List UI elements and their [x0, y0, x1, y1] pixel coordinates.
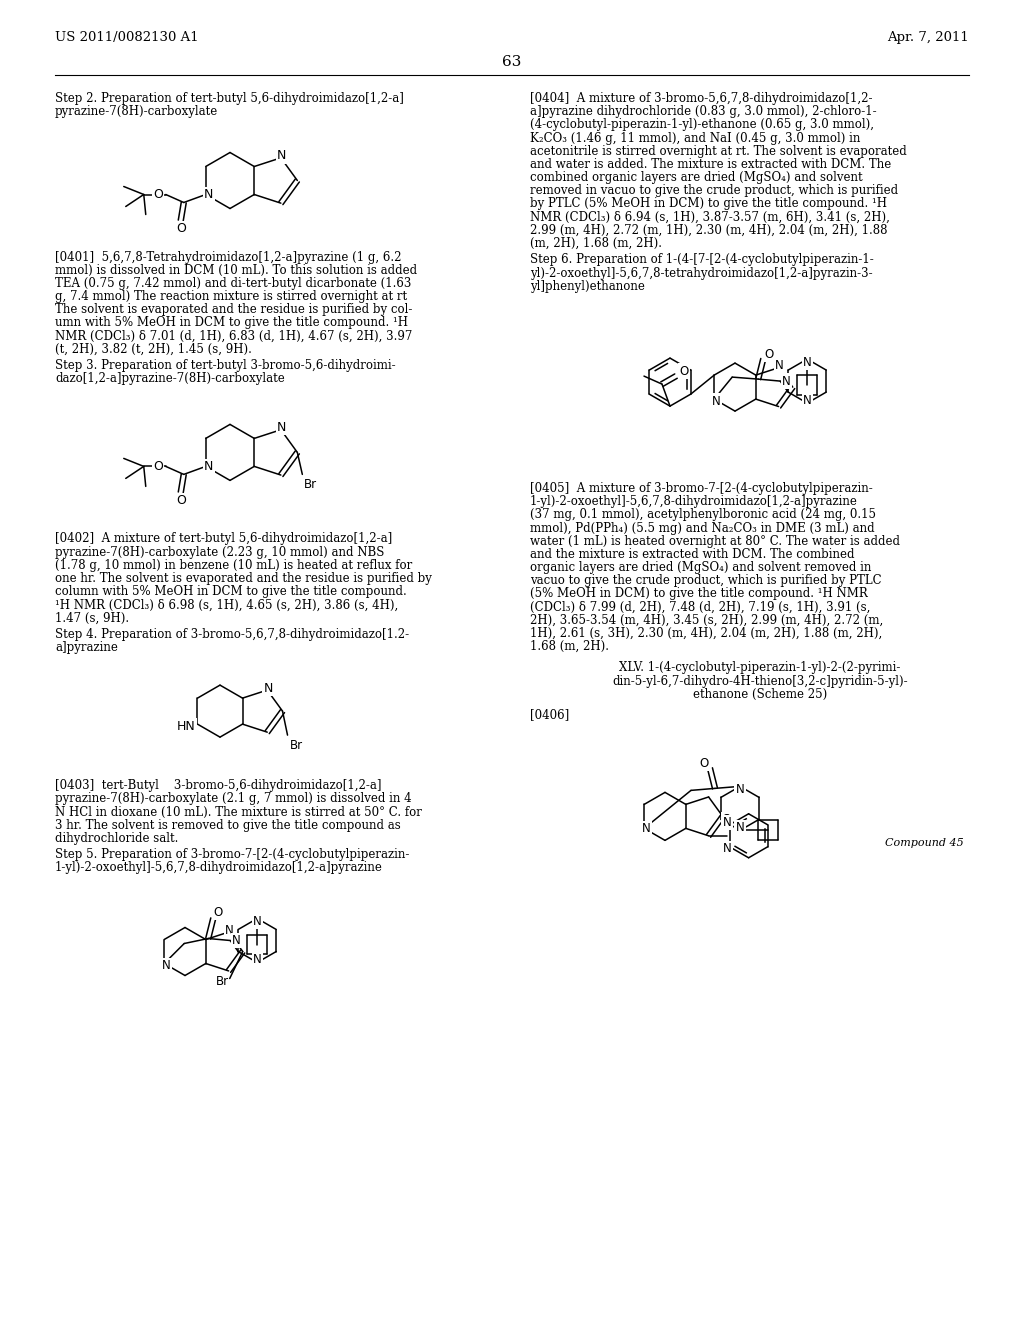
Text: yl)-2-oxoethyl]-5,6,7,8-tetrahydroimidazo[1,2-a]pyrazin-3-: yl)-2-oxoethyl]-5,6,7,8-tetrahydroimidaz… [530, 267, 872, 280]
Text: N: N [735, 821, 744, 834]
Text: 1-yl)-2-oxoethyl]-5,6,7,8-dihydroimidazo[1,2-a]pyrazine: 1-yl)-2-oxoethyl]-5,6,7,8-dihydroimidazo… [530, 495, 858, 508]
Text: and water is added. The mixture is extracted with DCM. The: and water is added. The mixture is extra… [530, 158, 891, 170]
Text: removed in vacuo to give the crude product, which is purified: removed in vacuo to give the crude produ… [530, 185, 898, 197]
Text: yl]phenyl)ethanone: yl]phenyl)ethanone [530, 280, 645, 293]
Text: Step 3. Preparation of tert-butyl 3-bromo-5,6-dihydroimi-: Step 3. Preparation of tert-butyl 3-brom… [55, 359, 395, 372]
Text: O: O [176, 222, 185, 235]
Text: N: N [263, 681, 273, 694]
Text: 1.47 (s, 9H).: 1.47 (s, 9H). [55, 611, 129, 624]
Text: ethanone (Scheme 25): ethanone (Scheme 25) [693, 688, 827, 701]
Text: column with 5% MeOH in DCM to give the title compound.: column with 5% MeOH in DCM to give the t… [55, 585, 407, 598]
Text: Br: Br [216, 975, 228, 987]
Text: K₂CO₃ (1.46 g, 11 mmol), and NaI (0.45 g, 3.0 mmol) in: K₂CO₃ (1.46 g, 11 mmol), and NaI (0.45 g… [530, 132, 860, 144]
Text: N: N [712, 395, 721, 408]
Text: [0403]  tert-Butyl    3-bromo-5,6-dihydroimidazo[1,2-a]: [0403] tert-Butyl 3-bromo-5,6-dihydroimi… [55, 779, 382, 792]
Text: N: N [253, 915, 261, 928]
Text: 3 hr. The solvent is removed to give the title compound as: 3 hr. The solvent is removed to give the… [55, 818, 400, 832]
Text: N: N [775, 359, 784, 372]
Text: N: N [803, 355, 812, 368]
Text: N: N [803, 393, 812, 407]
Text: The solvent is evaporated and the residue is purified by col-: The solvent is evaporated and the residu… [55, 304, 413, 317]
Text: N: N [232, 935, 241, 946]
Text: by PTLC (5% MeOH in DCM) to give the title compound. ¹H: by PTLC (5% MeOH in DCM) to give the tit… [530, 198, 887, 210]
Text: N: N [782, 375, 791, 388]
Text: N: N [204, 459, 213, 473]
Text: mmol) is dissolved in DCM (10 mL). To this solution is added: mmol) is dissolved in DCM (10 mL). To th… [55, 264, 417, 277]
Text: (4-cyclobutyl-piperazin-1-yl)-ethanone (0.65 g, 3.0 mmol),: (4-cyclobutyl-piperazin-1-yl)-ethanone (… [530, 119, 874, 132]
Text: dazo[1,2-a]pyrazine-7(8H)-carboxylate: dazo[1,2-a]pyrazine-7(8H)-carboxylate [55, 372, 285, 385]
Text: TEA (0.75 g, 7.42 mmol) and di-tert-butyl dicarbonate (1.63: TEA (0.75 g, 7.42 mmol) and di-tert-buty… [55, 277, 412, 290]
Text: NMR (CDCl₃) δ 7.01 (d, 1H), 6.83 (d, 1H), 4.67 (s, 2H), 3.97: NMR (CDCl₃) δ 7.01 (d, 1H), 6.83 (d, 1H)… [55, 330, 413, 343]
Text: N: N [723, 816, 732, 829]
Text: 1H), 2.61 (s, 3H), 2.30 (m, 4H), 2.04 (m, 2H), 1.88 (m, 2H),: 1H), 2.61 (s, 3H), 2.30 (m, 4H), 2.04 (m… [530, 627, 883, 640]
Text: HN: HN [177, 719, 196, 733]
Text: 1.68 (m, 2H).: 1.68 (m, 2H). [530, 640, 609, 653]
Text: pyrazine-7(8H)-carboxylate (2.1 g, 7 mmol) is dissolved in 4: pyrazine-7(8H)-carboxylate (2.1 g, 7 mmo… [55, 792, 412, 805]
Text: N: N [642, 822, 650, 834]
Text: XLV. 1-(4-cyclobutyl-piperazin-1-yl)-2-(2-pyrimi-: XLV. 1-(4-cyclobutyl-piperazin-1-yl)-2-(… [620, 661, 901, 675]
Text: ¹H NMR (CDCl₃) δ 6.98 (s, 1H), 4.65 (s, 2H), 3.86 (s, 4H),: ¹H NMR (CDCl₃) δ 6.98 (s, 1H), 4.65 (s, … [55, 598, 398, 611]
Text: 1-yl)-2-oxoethyl]-5,6,7,8-dihydroimidazo[1,2-a]pyrazine: 1-yl)-2-oxoethyl]-5,6,7,8-dihydroimidazo… [55, 862, 383, 874]
Text: a]pyrazine dihydrochloride (0.83 g, 3.0 mmol), 2-chloro-1-: a]pyrazine dihydrochloride (0.83 g, 3.0 … [530, 106, 877, 119]
Text: N HCl in dioxane (10 mL). The mixture is stirred at 50° C. for: N HCl in dioxane (10 mL). The mixture is… [55, 805, 422, 818]
Text: pyrazine-7(8H)-carboxylate (2.23 g, 10 mmol) and NBS: pyrazine-7(8H)-carboxylate (2.23 g, 10 m… [55, 545, 384, 558]
Text: O: O [699, 756, 709, 770]
Text: Br: Br [304, 478, 317, 491]
Text: (CDCl₃) δ 7.99 (d, 2H), 7.48 (d, 2H), 7.19 (s, 1H), 3.91 (s,: (CDCl₃) δ 7.99 (d, 2H), 7.48 (d, 2H), 7.… [530, 601, 870, 614]
Text: one hr. The solvent is evaporated and the residue is purified by: one hr. The solvent is evaporated and th… [55, 572, 432, 585]
Text: g, 7.4 mmol) The reaction mixture is stirred overnight at rt: g, 7.4 mmol) The reaction mixture is sti… [55, 290, 408, 304]
Text: N: N [278, 421, 287, 434]
Text: (t, 2H), 3.82 (t, 2H), 1.45 (s, 9H).: (t, 2H), 3.82 (t, 2H), 1.45 (s, 9H). [55, 343, 252, 355]
Text: water (1 mL) is heated overnight at 80° C. The water is added: water (1 mL) is heated overnight at 80° … [530, 535, 900, 548]
Text: (5% MeOH in DCM) to give the title compound. ¹H NMR: (5% MeOH in DCM) to give the title compo… [530, 587, 867, 601]
Text: Step 4. Preparation of 3-bromo-5,6,7,8-dihydroimidazo[1.2-: Step 4. Preparation of 3-bromo-5,6,7,8-d… [55, 627, 410, 640]
Text: Apr. 7, 2011: Apr. 7, 2011 [887, 32, 969, 45]
Text: N: N [204, 187, 213, 201]
Text: N: N [225, 924, 234, 937]
Text: (37 mg, 0.1 mmol), acetylphenylboronic acid (24 mg, 0.15: (37 mg, 0.1 mmol), acetylphenylboronic a… [530, 508, 876, 521]
Text: Compound 45: Compound 45 [886, 838, 964, 849]
Text: S: S [722, 813, 729, 826]
Text: mmol), Pd(PPh₄) (5.5 mg) and Na₂CO₃ in DME (3 mL) and: mmol), Pd(PPh₄) (5.5 mg) and Na₂CO₃ in D… [530, 521, 874, 535]
Text: (1.78 g, 10 mmol) in benzene (10 mL) is heated at reflux for: (1.78 g, 10 mmol) in benzene (10 mL) is … [55, 558, 413, 572]
Text: [0402]  A mixture of tert-butyl 5,6-dihydroimidazo[1,2-a]: [0402] A mixture of tert-butyl 5,6-dihyd… [55, 532, 392, 545]
Text: Step 6. Preparation of 1-(4-[7-[2-(4-cyclobutylpiperazin-1-: Step 6. Preparation of 1-(4-[7-[2-(4-cyc… [530, 253, 873, 267]
Text: umn with 5% MeOH in DCM to give the title compound. ¹H: umn with 5% MeOH in DCM to give the titl… [55, 317, 408, 330]
Text: N: N [162, 960, 171, 972]
Text: US 2011/0082130 A1: US 2011/0082130 A1 [55, 32, 199, 45]
Text: combined organic layers are dried (MgSO₄) and solvent: combined organic layers are dried (MgSO₄… [530, 172, 862, 183]
Text: vacuo to give the crude product, which is purified by PTLC: vacuo to give the crude product, which i… [530, 574, 882, 587]
Text: O: O [176, 494, 185, 507]
Text: organic layers are dried (MgSO₄) and solvent removed in: organic layers are dried (MgSO₄) and sol… [530, 561, 871, 574]
Text: N: N [278, 149, 287, 162]
Text: din-5-yl-6,7-dihydro-4H-thieno[3,2-c]pyridin-5-yl)-: din-5-yl-6,7-dihydro-4H-thieno[3,2-c]pyr… [612, 675, 908, 688]
Text: and the mixture is extracted with DCM. The combined: and the mixture is extracted with DCM. T… [530, 548, 854, 561]
Text: O: O [679, 364, 688, 378]
Text: Step 2. Preparation of tert-butyl 5,6-dihydroimidazo[1,2-a]: Step 2. Preparation of tert-butyl 5,6-di… [55, 92, 403, 106]
Text: O: O [765, 347, 774, 360]
Text: dihydrochloride salt.: dihydrochloride salt. [55, 832, 178, 845]
Text: N: N [735, 783, 744, 796]
Text: [0404]  A mixture of 3-bromo-5,6,7,8-dihydroimidazo[1,2-: [0404] A mixture of 3-bromo-5,6,7,8-dihy… [530, 92, 872, 106]
Text: NMR (CDCl₃) δ 6.94 (s, 1H), 3.87-3.57 (m, 6H), 3.41 (s, 2H),: NMR (CDCl₃) δ 6.94 (s, 1H), 3.87-3.57 (m… [530, 211, 890, 223]
Text: Br: Br [290, 739, 303, 751]
Text: pyrazine-7(8H)-carboxylate: pyrazine-7(8H)-carboxylate [55, 106, 218, 119]
Text: O: O [214, 906, 223, 919]
Text: a]pyrazine: a]pyrazine [55, 642, 118, 655]
Text: 2H), 3.65-3.54 (m, 4H), 3.45 (s, 2H), 2.99 (m, 4H), 2.72 (m,: 2H), 3.65-3.54 (m, 4H), 3.45 (s, 2H), 2.… [530, 614, 884, 627]
Text: N: N [253, 953, 261, 966]
Text: (m, 2H), 1.68 (m, 2H).: (m, 2H), 1.68 (m, 2H). [530, 236, 662, 249]
Text: 2.99 (m, 4H), 2.72 (m, 1H), 2.30 (m, 4H), 2.04 (m, 2H), 1.88: 2.99 (m, 4H), 2.72 (m, 1H), 2.30 (m, 4H)… [530, 224, 888, 236]
Text: [0406]: [0406] [530, 709, 569, 721]
Text: O: O [153, 187, 163, 201]
Text: 63: 63 [503, 55, 521, 69]
Text: acetonitrile is stirred overnight at rt. The solvent is evaporated: acetonitrile is stirred overnight at rt.… [530, 145, 906, 157]
Text: N: N [723, 842, 732, 855]
Text: O: O [153, 459, 163, 473]
Text: [0401]  5,6,7,8-Tetrahydroimidazo[1,2-a]pyrazine (1 g, 6.2: [0401] 5,6,7,8-Tetrahydroimidazo[1,2-a]p… [55, 251, 401, 264]
Text: Step 5. Preparation of 3-bromo-7-[2-(4-cyclobutylpiperazin-: Step 5. Preparation of 3-bromo-7-[2-(4-c… [55, 847, 410, 861]
Text: [0405]  A mixture of 3-bromo-7-[2-(4-cyclobutylpiperazin-: [0405] A mixture of 3-bromo-7-[2-(4-cycl… [530, 482, 872, 495]
